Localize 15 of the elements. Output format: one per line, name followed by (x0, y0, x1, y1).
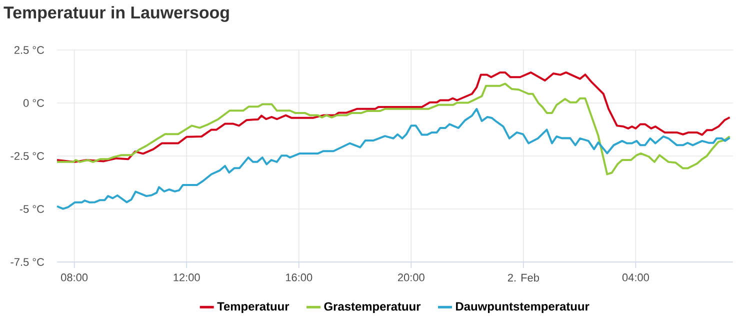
x-tick-label: 2. Feb (508, 274, 539, 282)
legend-label: Dauwpuntstemperatuur (456, 302, 590, 313)
x-tick-label: 08:00 (61, 274, 88, 282)
x-tick-label: 12:00 (174, 274, 200, 282)
legend-label: Grastemperatuur (324, 302, 421, 314)
y-tick-label: -7.5 °C (10, 258, 44, 266)
y-tick-label: -2.5 °C (10, 152, 44, 160)
x-tick-label: 20:00 (398, 274, 424, 282)
legend-label: Temperatuur (217, 302, 290, 313)
y-tick-label: -5 °C (20, 205, 44, 213)
x-tick-label: 04:00 (622, 274, 649, 282)
y-tick-label: 2.5 °C (14, 46, 44, 54)
x-tick-label: 16:00 (286, 274, 312, 282)
y-tick-label: 0 °C (23, 99, 44, 107)
chart-title: Temperatuur in Lauwersoog (4, 6, 229, 22)
